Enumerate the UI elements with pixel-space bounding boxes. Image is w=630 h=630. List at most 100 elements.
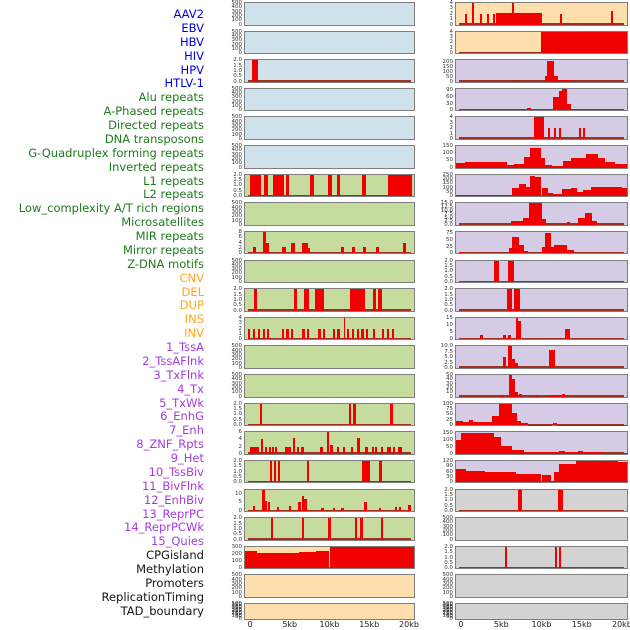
y-tick-label: 3 bbox=[238, 320, 243, 327]
y-tick-label: 250 bbox=[442, 171, 454, 178]
feature-label-10_TssBiv: 10_TssBiv bbox=[148, 464, 204, 479]
y-tick-label: 2.0 bbox=[444, 286, 453, 293]
y-tick-label: 0 bbox=[449, 615, 454, 622]
bar bbox=[554, 471, 560, 483]
bar bbox=[282, 246, 286, 254]
plot-L1 repeats bbox=[244, 173, 415, 198]
feature-label-AAV2: AAV2 bbox=[173, 7, 204, 21]
y-tick-label: 1.0 bbox=[444, 554, 453, 561]
bar bbox=[549, 349, 555, 368]
bar bbox=[577, 191, 583, 197]
y-tick-label: 0 bbox=[238, 50, 243, 57]
y-tick-label: 5 bbox=[238, 499, 243, 506]
bar bbox=[585, 212, 592, 225]
baseline bbox=[459, 337, 624, 340]
y-tick-label: 1.5 bbox=[233, 463, 242, 470]
bar bbox=[264, 174, 269, 197]
baseline bbox=[248, 337, 411, 340]
feature-label-DUP: DUP bbox=[179, 298, 204, 313]
feature-label-Z-DNA motifs: Z-DNA motifs bbox=[127, 256, 204, 271]
bar bbox=[570, 80, 578, 82]
bar bbox=[548, 193, 554, 197]
bar bbox=[466, 470, 486, 483]
bar bbox=[303, 289, 309, 311]
y-tick-label: 150 bbox=[442, 180, 454, 187]
feature-label-HBV: HBV bbox=[179, 34, 204, 49]
bar bbox=[524, 452, 559, 454]
y-tick-label: 1.0 bbox=[233, 411, 242, 418]
bar bbox=[265, 242, 269, 254]
y-tick-label: 50 bbox=[446, 73, 453, 80]
plot-1_TssA bbox=[244, 345, 415, 369]
bar bbox=[386, 446, 391, 454]
x-axis-tick-label: 5kb bbox=[282, 620, 298, 629]
y-tick-label: 0 bbox=[238, 364, 243, 371]
bar bbox=[277, 506, 280, 512]
bar bbox=[541, 474, 551, 483]
bar bbox=[301, 518, 305, 540]
feature-label-Directed repeats: Directed repeats bbox=[108, 118, 204, 132]
y-tick-label: 5.0 bbox=[444, 354, 453, 361]
bar bbox=[265, 446, 268, 454]
bar bbox=[582, 190, 592, 197]
y-tick-label: 0.0 bbox=[233, 422, 242, 429]
bar bbox=[578, 451, 583, 454]
bar bbox=[307, 248, 311, 254]
y-tick-label: 400 bbox=[231, 204, 243, 211]
feature-label-Mirror repeats: Mirror repeats bbox=[122, 242, 204, 257]
feature-label-Methylation: Methylation bbox=[136, 562, 204, 576]
bar bbox=[253, 246, 257, 254]
feature-label-CNV: CNV bbox=[179, 270, 205, 285]
plot-DNA transposons bbox=[455, 116, 628, 140]
bar bbox=[328, 518, 331, 540]
bar bbox=[621, 188, 627, 197]
feature-label-MIR repeats: MIR repeats bbox=[135, 229, 204, 243]
bar bbox=[522, 218, 529, 225]
y-tick-label: 10 bbox=[235, 490, 242, 497]
bar bbox=[534, 176, 542, 197]
bar bbox=[386, 328, 390, 340]
y-tick-label: 0 bbox=[449, 422, 454, 429]
x-axis-tick-label: 20kb bbox=[399, 620, 419, 629]
y-tick-label: 0.5 bbox=[444, 273, 453, 280]
bar bbox=[526, 108, 532, 111]
bar bbox=[363, 502, 367, 512]
bar bbox=[514, 289, 521, 311]
y-tick-label: 40 bbox=[446, 376, 453, 383]
bar bbox=[262, 231, 266, 254]
y-tick-label: 0 bbox=[449, 536, 454, 543]
y-tick-label: 2 bbox=[449, 125, 454, 132]
y-tick-label: 0 bbox=[449, 21, 454, 28]
y-tick-label: 0 bbox=[238, 135, 243, 142]
feature-label-15_Quies: 15_Quies bbox=[151, 534, 204, 549]
plot-AAV2 bbox=[244, 2, 415, 26]
bar bbox=[558, 546, 562, 569]
bar bbox=[472, 3, 474, 25]
y-tick-label: 0.5 bbox=[444, 559, 453, 566]
y-tick-label: 15 bbox=[446, 314, 453, 321]
y-tick-label: 1.5 bbox=[444, 291, 453, 298]
y-tick-label: 0 bbox=[449, 479, 454, 486]
plot-Directed repeats bbox=[244, 116, 415, 140]
x-axis-tick-label: 20kb bbox=[611, 620, 630, 629]
y-tick-label: 500 bbox=[231, 372, 243, 379]
bar bbox=[261, 439, 264, 454]
feature-label-7_Enh: 7_Enh bbox=[169, 423, 204, 438]
bar bbox=[365, 446, 368, 454]
bar bbox=[336, 174, 341, 197]
y-tick-label: 1.5 bbox=[233, 406, 242, 413]
bar bbox=[323, 328, 326, 340]
y-tick-label: 0 bbox=[449, 164, 454, 171]
bar bbox=[321, 507, 324, 512]
bar bbox=[354, 518, 358, 540]
y-tick-label: 75 bbox=[446, 230, 453, 237]
y-tick-label: 500 bbox=[231, 343, 243, 350]
y-tick-label: 150 bbox=[442, 63, 454, 70]
bar bbox=[514, 80, 521, 82]
y-tick-label: 300 bbox=[231, 266, 243, 273]
bar bbox=[278, 460, 281, 483]
bar bbox=[357, 437, 360, 454]
bar bbox=[503, 335, 506, 340]
bar bbox=[558, 128, 561, 139]
bar bbox=[514, 163, 525, 168]
